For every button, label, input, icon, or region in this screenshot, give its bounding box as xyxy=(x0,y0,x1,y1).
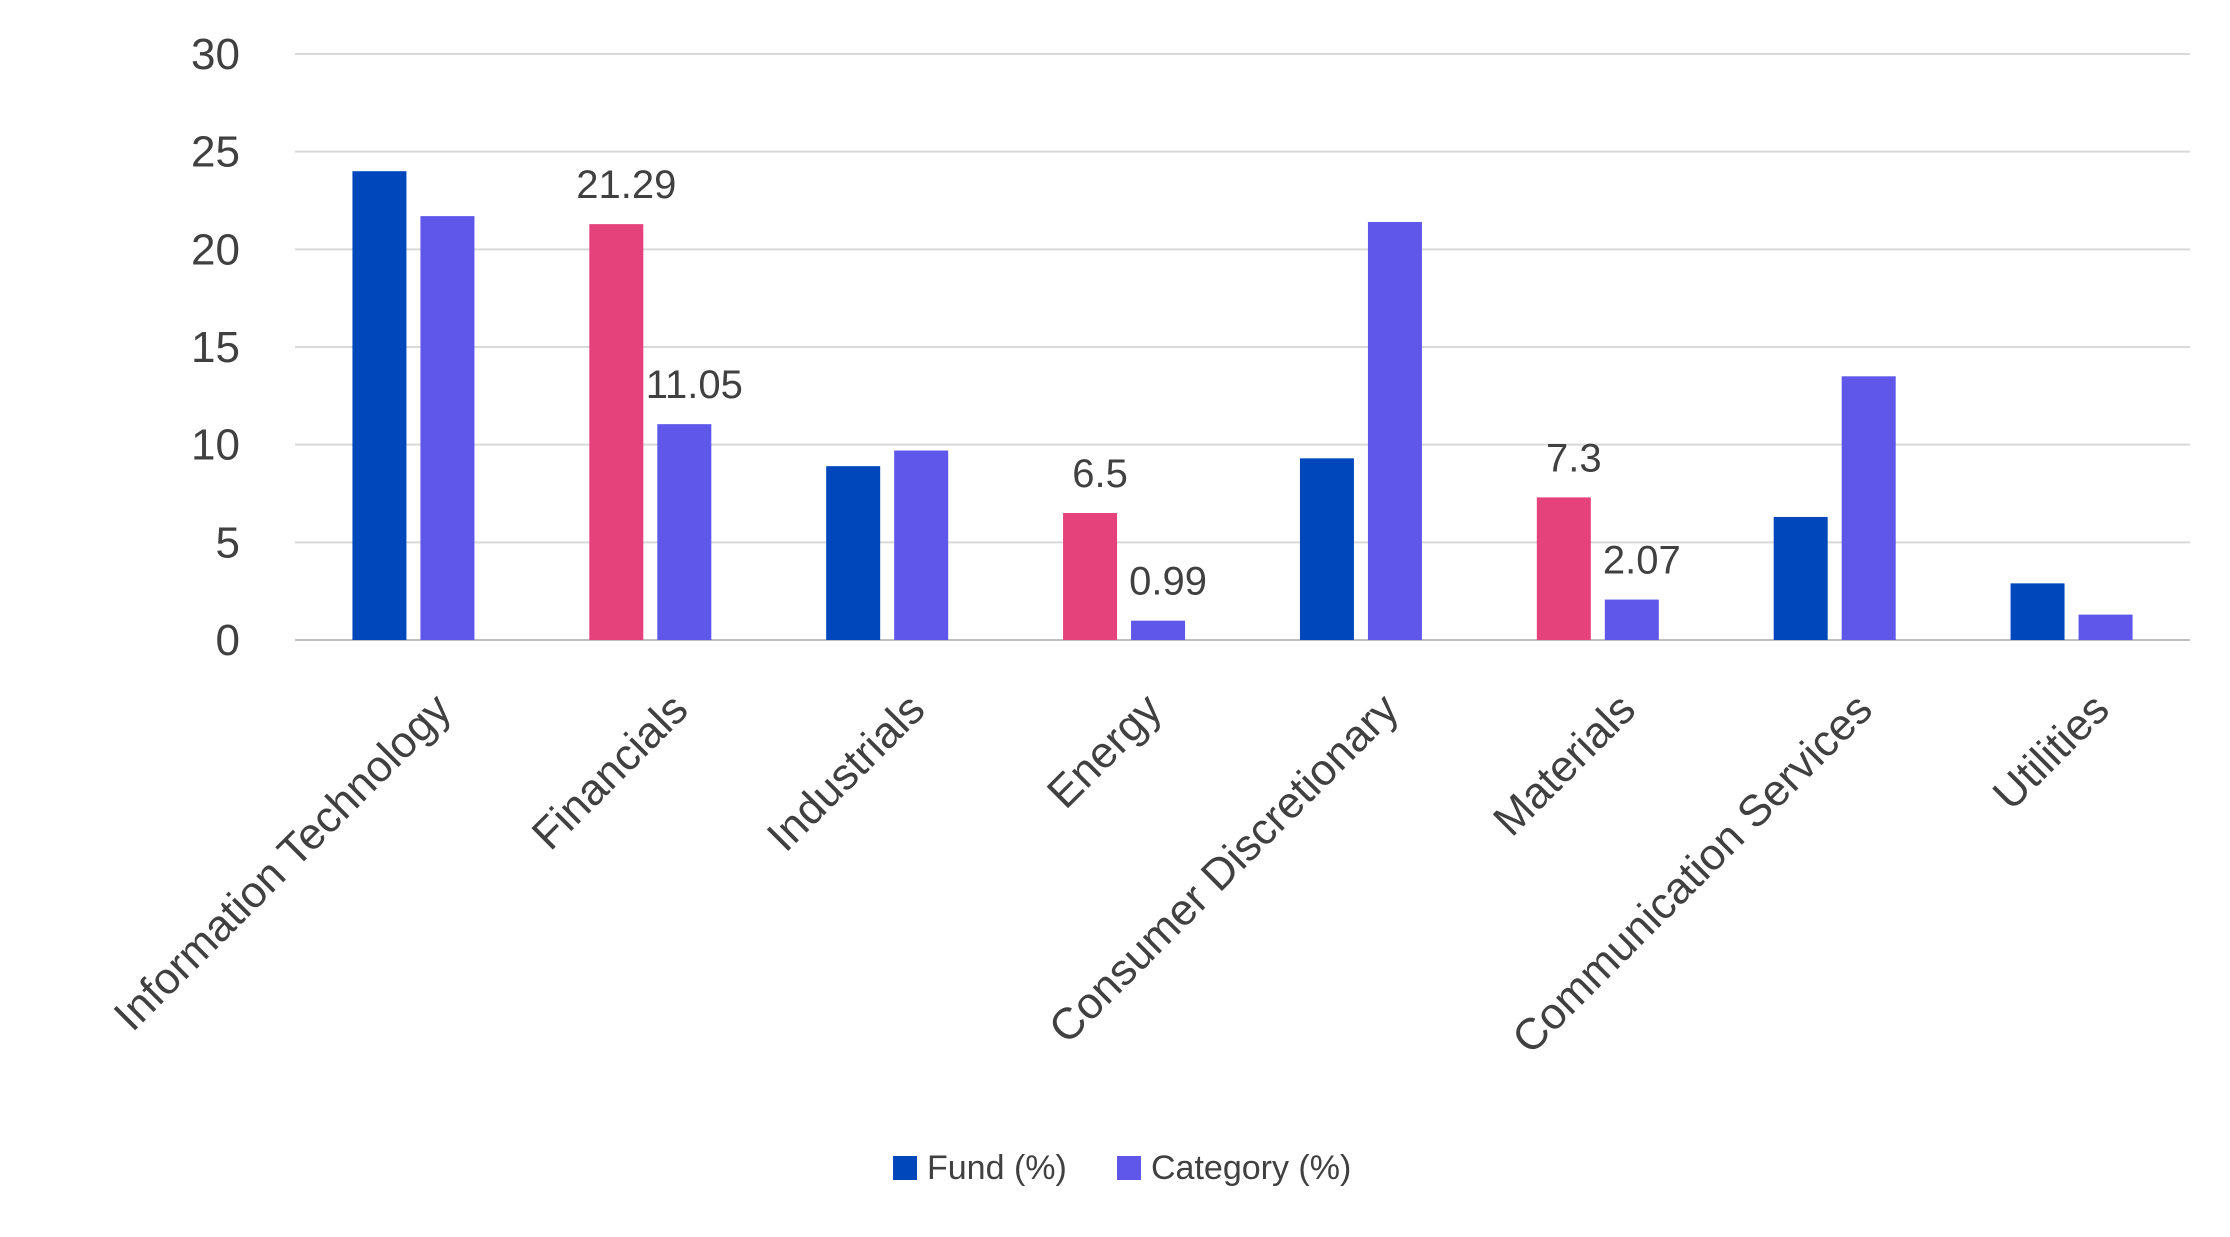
bar-materials-category xyxy=(1604,599,1659,640)
bar-information-technology-fund xyxy=(352,171,407,640)
data-labels: 21.29 11.05 6.5 0.99 7.3 2.07 xyxy=(576,163,1680,604)
data-label: 7.3 xyxy=(1546,436,1602,480)
bar-communication-services-category xyxy=(1841,376,1896,640)
bar-materials-fund xyxy=(1536,497,1591,640)
y-axis-tick-labels: 0 5 10 15 20 25 30 xyxy=(191,30,240,665)
y-tick-label-20: 20 xyxy=(191,225,240,274)
x-category-label: Energy xyxy=(1038,684,1171,817)
bar-industrials-category xyxy=(894,450,949,640)
x-category-label: Materials xyxy=(1484,684,1645,845)
y-tick-label-5: 5 xyxy=(216,518,240,567)
bar-financials-category xyxy=(657,424,712,640)
x-category-label: Information Technology xyxy=(105,684,461,1040)
y-tick-label-30: 30 xyxy=(191,30,240,79)
bar-consumer-discretionary-fund xyxy=(1299,458,1354,640)
bar-financials-fund xyxy=(589,224,644,641)
bar-energy-fund xyxy=(1063,513,1118,640)
y-tick-label-15: 15 xyxy=(191,323,240,372)
bar-energy-category xyxy=(1131,620,1186,640)
data-label: 11.05 xyxy=(646,363,743,407)
legend: Fund (%) Category (%) xyxy=(893,1149,1351,1187)
bar-information-technology-category xyxy=(420,216,475,641)
bar-utilities-category xyxy=(2078,614,2133,640)
y-tick-label-10: 10 xyxy=(191,421,240,470)
bar-utilities-fund xyxy=(2010,583,2065,640)
bar-industrials-fund xyxy=(826,466,881,640)
x-category-label: Utilities xyxy=(1984,684,2119,819)
x-axis-category-labels: Information Technology Financials Industri… xyxy=(105,684,2119,1063)
data-label: 0.99 xyxy=(1129,560,1207,604)
legend-swatch-category xyxy=(1117,1156,1141,1180)
x-category-label: Industrials xyxy=(758,684,934,860)
gridlines xyxy=(295,53,2190,641)
legend-swatch-fund xyxy=(893,1156,917,1180)
bar-consumer-discretionary-category xyxy=(1367,221,1422,640)
data-label: 2.07 xyxy=(1603,539,1681,583)
bar-communication-services-fund xyxy=(1773,516,1828,640)
data-label: 21.29 xyxy=(576,163,676,207)
y-tick-label-0: 0 xyxy=(216,616,240,665)
y-tick-label-25: 25 xyxy=(191,128,240,177)
legend-label-category: Category (%) xyxy=(1151,1149,1351,1187)
legend-label-fund: Fund (%) xyxy=(927,1149,1067,1187)
bars xyxy=(352,171,2133,641)
data-label: 6.5 xyxy=(1072,452,1128,496)
x-category-label: Financials xyxy=(523,684,698,859)
